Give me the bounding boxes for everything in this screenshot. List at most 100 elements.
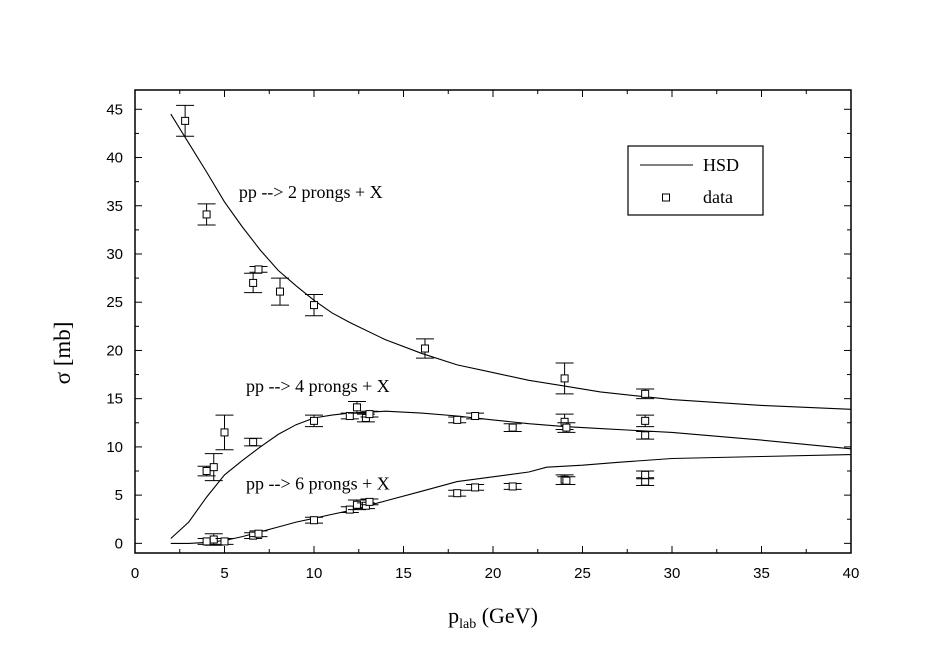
data-point <box>244 272 263 294</box>
data-point <box>466 412 485 421</box>
data-marker <box>471 412 480 421</box>
data-point <box>503 482 522 491</box>
x-tick-label: 10 <box>306 565 323 582</box>
data-point <box>249 529 268 538</box>
y-tick-label: 35 <box>106 198 123 215</box>
x-axis-label: plab (GeV) <box>448 603 538 632</box>
x-tick-label: 15 <box>395 565 412 582</box>
y-tick-label: 30 <box>106 246 123 263</box>
data-marker <box>220 428 229 437</box>
data-marker <box>209 535 218 544</box>
x-tick-label: 30 <box>664 565 681 582</box>
x-tick-label: 5 <box>220 565 228 582</box>
data-marker <box>641 431 650 440</box>
legend: HSD data <box>627 145 764 216</box>
data-marker <box>641 470 650 479</box>
data-point <box>347 401 366 414</box>
data-point <box>360 410 379 419</box>
data-point <box>197 203 216 226</box>
hsd-curve-2 <box>170 454 852 544</box>
data-marker <box>641 389 650 398</box>
data-marker <box>453 489 462 498</box>
data-point <box>305 293 323 317</box>
y-tick-label: 25 <box>106 294 123 311</box>
y-tick-label: 45 <box>106 101 123 118</box>
data-point <box>415 338 434 359</box>
data-point <box>503 423 522 432</box>
y-tick-label: 40 <box>106 150 123 167</box>
x-axis-label-main: p <box>448 603 459 628</box>
data-point <box>270 277 289 306</box>
data-marker <box>562 476 571 485</box>
legend-data-marker <box>662 193 670 202</box>
data-marker <box>352 500 361 509</box>
x-tick-label: 0 <box>131 565 139 582</box>
data-marker <box>249 278 258 287</box>
data-point <box>636 430 655 440</box>
data-marker <box>562 423 571 432</box>
data-point <box>244 437 263 447</box>
data-point <box>466 483 485 492</box>
data-point <box>636 414 655 428</box>
data-point <box>176 104 195 137</box>
curve-annotation: pp --> 6 prongs + X <box>246 473 390 493</box>
data-point <box>215 414 234 451</box>
legend-hsd-label: HSD <box>703 155 739 175</box>
y-tick-label: 15 <box>106 391 123 408</box>
data-marker <box>249 438 258 447</box>
data-marker <box>365 410 374 419</box>
data-point <box>555 362 574 395</box>
curve-annotation: pp --> 4 prongs + X <box>246 376 390 396</box>
data-marker <box>365 497 374 506</box>
data-point <box>636 388 655 400</box>
data-marker <box>202 537 211 546</box>
data-marker <box>471 483 480 492</box>
data-point <box>448 489 467 498</box>
data-point <box>557 476 576 486</box>
data-marker <box>220 537 229 546</box>
data-marker <box>345 412 354 421</box>
x-tick-label: 40 <box>843 565 860 582</box>
plot-frame <box>134 89 852 554</box>
data-marker <box>310 301 318 310</box>
y-tick-label: 0 <box>115 535 123 552</box>
data-point <box>215 537 234 546</box>
x-tick-label: 35 <box>753 565 770 582</box>
data-marker <box>202 210 211 219</box>
data-point <box>557 422 576 433</box>
data-point <box>305 414 323 428</box>
tick-layer: 0 5 10 15 20 25 30 35 40 0 5 10 15 20 25 30 35 40 45 <box>106 90 859 582</box>
data-point <box>249 265 268 274</box>
data-marker <box>560 374 569 383</box>
x-tick-label: 20 <box>485 565 502 582</box>
data-marker <box>508 423 517 432</box>
x-tick-label: 25 <box>574 565 591 582</box>
data-marker <box>209 463 218 472</box>
data-layer <box>176 104 655 546</box>
y-tick-label: 10 <box>106 439 123 456</box>
data-marker <box>508 482 517 491</box>
data-marker <box>254 265 263 274</box>
data-marker <box>202 467 211 476</box>
data-point <box>204 533 223 546</box>
data-marker <box>275 287 284 296</box>
curve-annotation: pp --> 2 prongs + X <box>239 182 383 202</box>
data-point <box>204 453 223 482</box>
data-point <box>448 415 467 424</box>
annotation-layer: pp --> 2 prongs + X pp --> 4 prongs + X pp… <box>239 182 390 493</box>
data-marker <box>352 403 361 412</box>
data-marker <box>181 116 190 125</box>
hsd-curve-0 <box>170 113 852 410</box>
legend-data-label: data <box>703 187 733 207</box>
x-axis-label-sub: lab <box>459 617 476 632</box>
data-marker <box>254 529 263 538</box>
data-marker <box>641 416 650 425</box>
data-point <box>636 470 655 480</box>
x-axis-label-unit: (GeV) <box>476 603 538 628</box>
y-tick-label: 5 <box>115 487 123 504</box>
y-axis-label: σ [mb] <box>50 322 75 385</box>
data-point <box>305 516 323 525</box>
legend-box <box>627 145 764 216</box>
data-point <box>360 497 379 506</box>
